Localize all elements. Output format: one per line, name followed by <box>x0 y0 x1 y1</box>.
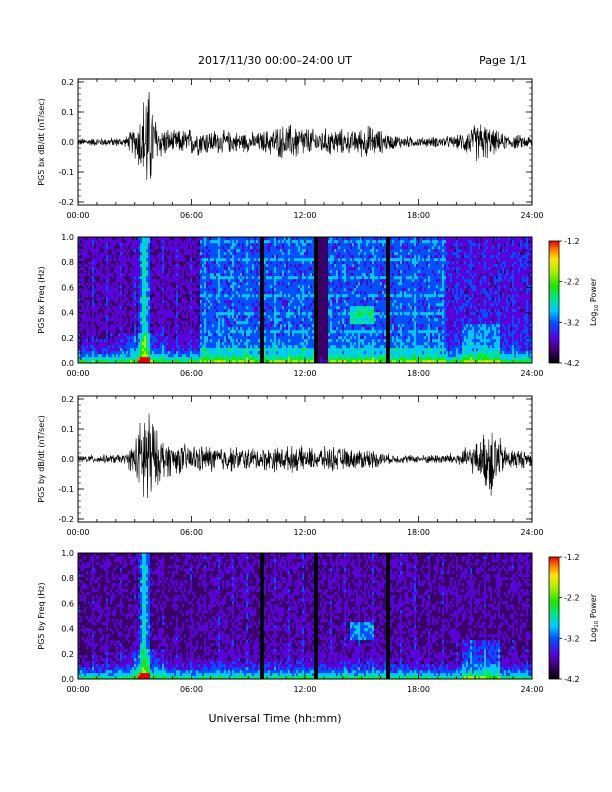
y-tick-label: -0.2 <box>58 515 74 524</box>
x-tick-label: 00:00 <box>66 528 89 537</box>
panel-bx-spectrogram: 00:00 06:00 12:00 18:00 24:00 0.0 0.2 0.4 0.6 0.8… <box>37 233 600 378</box>
x-tick-label: 06:00 <box>180 369 203 378</box>
y-tick-label: 0.4 <box>61 625 74 634</box>
y-tick-label: 0.1 <box>61 108 74 117</box>
x-tick-label: 00:00 <box>66 369 89 378</box>
y-tick-label: 0.2 <box>61 395 74 404</box>
x-tick-label: 06:00 <box>180 211 203 220</box>
x-tick-label: 06:00 <box>180 528 203 537</box>
y-tick-label: 0.1 <box>61 425 74 434</box>
colorbar-tick-label: -3.2 <box>564 634 580 643</box>
x-tick-label: 06:00 <box>180 685 203 694</box>
y-tick-label: 0.0 <box>61 455 74 464</box>
colorbar-2: -1.2 -2.2 -3.2 -4.2 Log10 Power <box>548 553 600 684</box>
x-tick-label: 24:00 <box>520 685 543 694</box>
x-tick-label: 12:00 <box>293 211 316 220</box>
y-tick-label: 0.6 <box>61 283 74 292</box>
waveform-series <box>77 413 533 499</box>
chart-title: 2017/11/30 00:00–24:00 UT <box>198 54 352 67</box>
x-tick-label: 24:00 <box>520 211 543 220</box>
x-tick-label: 24:00 <box>520 369 543 378</box>
x-axis-label: Universal Time (hh:mm) <box>209 712 342 725</box>
y-tick-label: 0.2 <box>61 78 74 87</box>
colorbar-1-label: Log10 Power <box>589 277 600 326</box>
y-tick-label: 0.2 <box>61 334 74 343</box>
panel-3-ylabel: PG5 by dB/dt (nT/sec) <box>37 415 46 502</box>
colorbar-tick-label: -1.2 <box>564 237 580 246</box>
y-tick-label: 0.0 <box>61 359 74 368</box>
x-tick-label: 18:00 <box>407 528 430 537</box>
colorbar-tick-label: -3.2 <box>564 318 580 327</box>
y-tick-label: 0.2 <box>61 650 74 659</box>
panel-by-waveform: 00:00 06:00 12:00 18:00 24:00 -0.2 -0.1 0.0 0.1 0… <box>37 395 544 537</box>
x-tick-label: 18:00 <box>407 369 430 378</box>
page-indicator: Page 1/1 <box>479 54 527 67</box>
waveform-series <box>77 91 533 180</box>
colorbar-tick-label: -4.2 <box>564 675 580 684</box>
panel-1-ylabel: PG5 bx dB/dt (nT/sec) <box>37 98 46 185</box>
y-tick-label: 1.0 <box>61 233 74 242</box>
colorbar-tick-label: -4.2 <box>564 359 580 368</box>
x-tick-label: 18:00 <box>407 685 430 694</box>
x-tick-label: 12:00 <box>293 369 316 378</box>
colorbar-tick-label: -2.2 <box>564 278 580 287</box>
panel-2-ylabel: PG5 bx Freq (Hz) <box>37 266 46 333</box>
y-tick-label: 0.0 <box>61 138 74 147</box>
x-tick-label: 18:00 <box>407 211 430 220</box>
panel-by-spectrogram: 00:00 06:00 12:00 18:00 24:00 0.0 0.2 0.4 0.6 0.8… <box>37 549 600 694</box>
y-tick-label: -0.1 <box>58 168 74 177</box>
colorbar-1: -1.2 -2.2 -3.2 -4.2 Log10 Power <box>548 237 600 368</box>
y-tick-label: -0.2 <box>58 198 74 207</box>
panel-4-ylabel: PG5 by Freq (Hz) <box>37 582 46 649</box>
y-tick-label: 0.6 <box>61 599 74 608</box>
colorbar-2-label: Log10 Power <box>589 593 600 642</box>
panel-bx-waveform: 00:00 06:00 12:00 18:00 24:00 -0.2 -0.1 0.0 0.1 0… <box>37 78 544 220</box>
colorbar-tick-label: -1.2 <box>564 553 580 562</box>
y-tick-label: 1.0 <box>61 549 74 558</box>
x-tick-label: 24:00 <box>520 528 543 537</box>
x-tick-label: 00:00 <box>66 685 89 694</box>
x-tick-label: 12:00 <box>293 528 316 537</box>
y-tick-label: 0.0 <box>61 675 74 684</box>
colorbar-tick-label: -2.2 <box>564 594 580 603</box>
y-tick-label: 0.4 <box>61 309 74 318</box>
y-tick-label: 0.8 <box>61 258 74 267</box>
y-tick-label: 0.8 <box>61 574 74 583</box>
x-tick-label: 00:00 <box>66 211 89 220</box>
y-tick-label: -0.1 <box>58 485 74 494</box>
x-tick-label: 12:00 <box>293 685 316 694</box>
